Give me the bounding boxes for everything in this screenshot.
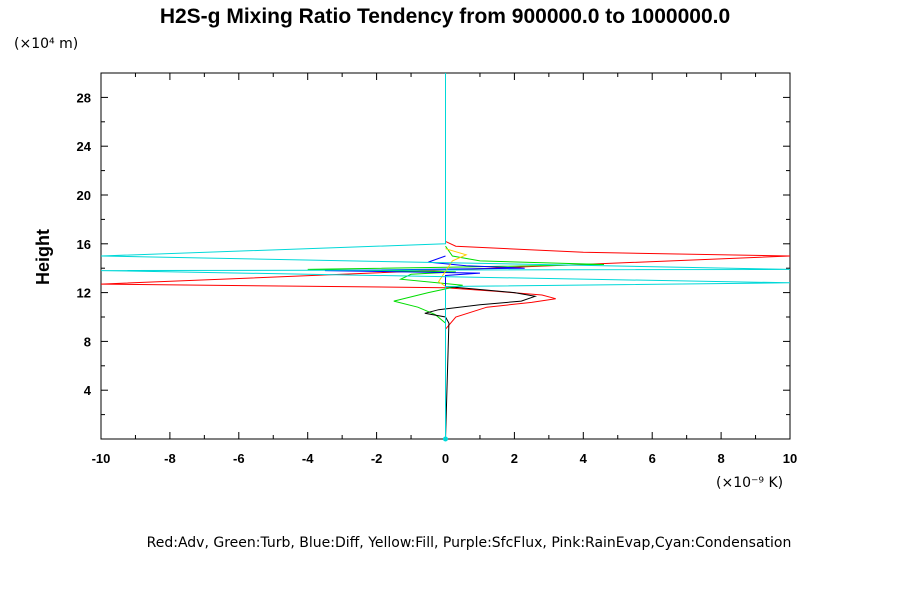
y-tick-label: 16 [77,237,91,252]
x-tick-label: 10 [783,451,797,466]
x-axis-unit: (×10⁻⁹ K) [716,475,783,491]
x-tick-label: -8 [164,451,176,466]
series-line [307,245,605,439]
series-line [424,286,538,440]
x-tick-label: 4 [580,451,588,466]
legend-text: Red:Adv, Green:Turb, Blue:Diff, Yellow:F… [147,535,792,551]
chart-title: H2S-g Mixing Ratio Tendency from 900000.… [160,5,730,28]
y-tick-label: 12 [77,286,91,301]
y-tick-label: 8 [84,334,91,349]
y-axis-unit: (×10⁴ m) [14,36,78,52]
x-tick-label: -6 [233,451,245,466]
x-tick-label: -10 [92,451,111,466]
x-tick-label: -4 [302,451,314,466]
y-axis-label: Height [33,229,53,285]
x-tick-label: 8 [717,451,724,466]
x-tick-label: 2 [511,451,518,466]
series-group [100,73,791,442]
x-tick-label: 0 [442,451,449,466]
series-line [100,73,791,439]
y-tick-label: 20 [77,188,91,203]
x-tick-label: -2 [371,451,383,466]
origin-marker [443,436,448,442]
x-tick-label: 6 [649,451,656,466]
y-tick-label: 4 [84,383,92,398]
y-tick-label: 28 [77,90,91,105]
y-tick-label: 24 [77,139,92,154]
series-line [324,255,525,439]
